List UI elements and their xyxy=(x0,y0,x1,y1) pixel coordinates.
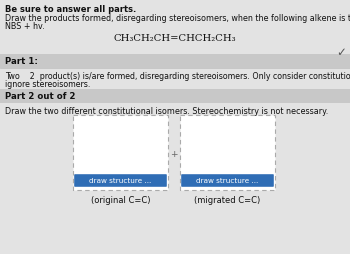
Text: Two    2  product(s) is/are formed, disregarding stereoisomers. Only consider co: Two 2 product(s) is/are formed, disregar… xyxy=(5,72,350,81)
Bar xyxy=(0,55,350,69)
Bar xyxy=(180,116,275,190)
Bar xyxy=(73,116,168,190)
Text: CH₃CH₂CH=CHCH₂CH₃: CH₃CH₂CH=CHCH₂CH₃ xyxy=(114,34,236,43)
Text: Be sure to answer all parts.: Be sure to answer all parts. xyxy=(5,5,136,14)
Text: Part 1:: Part 1: xyxy=(5,57,38,66)
Bar xyxy=(0,90,350,104)
Text: draw structure ...: draw structure ... xyxy=(196,178,259,184)
Text: +: + xyxy=(170,150,178,159)
Text: (original C=C): (original C=C) xyxy=(91,195,150,204)
Text: Part 2 out of 2: Part 2 out of 2 xyxy=(5,92,76,101)
Text: ✓: ✓ xyxy=(336,46,346,59)
Text: Draw the two different constitutional isomers. Stereochemistry is not necessary.: Draw the two different constitutional is… xyxy=(5,107,328,116)
Text: Draw the products formed, disregarding stereoisomers, when the following alkene : Draw the products formed, disregarding s… xyxy=(5,14,350,23)
Text: (migrated C=C): (migrated C=C) xyxy=(194,195,261,204)
Text: ignore stereoisomers.: ignore stereoisomers. xyxy=(5,80,90,89)
Text: draw structure ...: draw structure ... xyxy=(89,178,152,184)
FancyBboxPatch shape xyxy=(181,174,274,187)
FancyBboxPatch shape xyxy=(74,174,167,187)
Text: NBS + hv.: NBS + hv. xyxy=(5,22,45,31)
